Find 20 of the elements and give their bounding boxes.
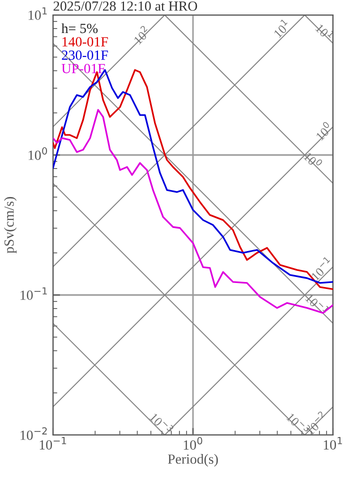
x-axis-title: Period(s) bbox=[168, 454, 218, 467]
y-tick-label: 10$^{−1}$ bbox=[20, 287, 47, 300]
series-label: 230-01F bbox=[62, 50, 108, 60]
x-tick-label: 10$^{−1}$ bbox=[40, 437, 66, 450]
y-axis-title: pSv(cm/s) bbox=[4, 197, 17, 254]
x-tick-label: 10$^{0}$ bbox=[184, 437, 202, 450]
annotation: 10$^{−1}$ bbox=[308, 256, 334, 281]
chart-title: 2025/07/28 12:10 at HRO bbox=[54, 1, 198, 11]
y-tick-label: 10$^{0}$ bbox=[28, 147, 48, 160]
annotation: 10$^{2}$ bbox=[131, 25, 151, 45]
annotation: 10$^{0}$ bbox=[303, 150, 324, 170]
annotation: 10$^{0}$ bbox=[314, 121, 334, 141]
annotation: 10$^{−3}$ bbox=[149, 410, 174, 436]
annotation: 10$^{1}$ bbox=[271, 18, 291, 38]
y-tick-label: 10$^{1}$ bbox=[28, 7, 47, 20]
text: UP-01F bbox=[62, 64, 105, 74]
legend-title: h= 5% bbox=[61, 23, 98, 34]
y-tick-label: 10$^{−2}$ bbox=[20, 427, 47, 440]
text: 140-01F bbox=[62, 37, 108, 46]
x-tick-label: 10$^{1}$ bbox=[324, 437, 342, 450]
